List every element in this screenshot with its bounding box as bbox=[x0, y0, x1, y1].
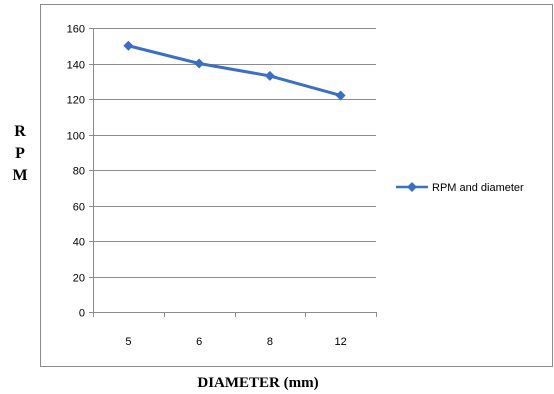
gridlines bbox=[93, 28, 376, 278]
y-tick-label: 40 bbox=[73, 237, 85, 249]
y-axis-ticks: 0 20 40 60 80 100 120 140 160 bbox=[67, 24, 85, 320]
data-point bbox=[194, 58, 205, 69]
y-axis-title: R P M bbox=[12, 123, 27, 184]
y-tick-label: 140 bbox=[67, 60, 85, 72]
y-axis-title-letter-p: P bbox=[15, 145, 25, 162]
series-line bbox=[128, 44, 342, 97]
x-axis-title: DIAMETER (mm) bbox=[197, 375, 318, 391]
y-tick-label: 60 bbox=[73, 202, 85, 214]
y-tick-label: 100 bbox=[67, 131, 85, 143]
data-point bbox=[335, 90, 346, 101]
y-tick-label: 20 bbox=[73, 273, 85, 285]
y-tick-label: 120 bbox=[67, 95, 85, 107]
x-tick-label: 8 bbox=[267, 336, 273, 348]
x-tick-label: 12 bbox=[335, 336, 347, 348]
series-group bbox=[123, 40, 346, 101]
x-axis-ticks: 5 6 8 12 bbox=[125, 336, 346, 348]
data-point bbox=[264, 70, 275, 81]
y-axis-title-letter-m: M bbox=[12, 167, 27, 184]
y-axis-title-letter-r: R bbox=[14, 123, 26, 140]
axes bbox=[89, 28, 377, 317]
legend-label: RPM and diameter bbox=[432, 182, 524, 194]
y-tick-label: 0 bbox=[79, 308, 85, 320]
data-point bbox=[123, 40, 134, 51]
y-tick-label: 160 bbox=[67, 24, 85, 36]
x-tick-label: 5 bbox=[125, 336, 131, 348]
x-tick-label: 6 bbox=[196, 336, 202, 348]
legend-marker-icon bbox=[407, 182, 417, 192]
y-tick-label: 80 bbox=[73, 166, 85, 178]
legend: RPM and diameter bbox=[396, 182, 524, 194]
